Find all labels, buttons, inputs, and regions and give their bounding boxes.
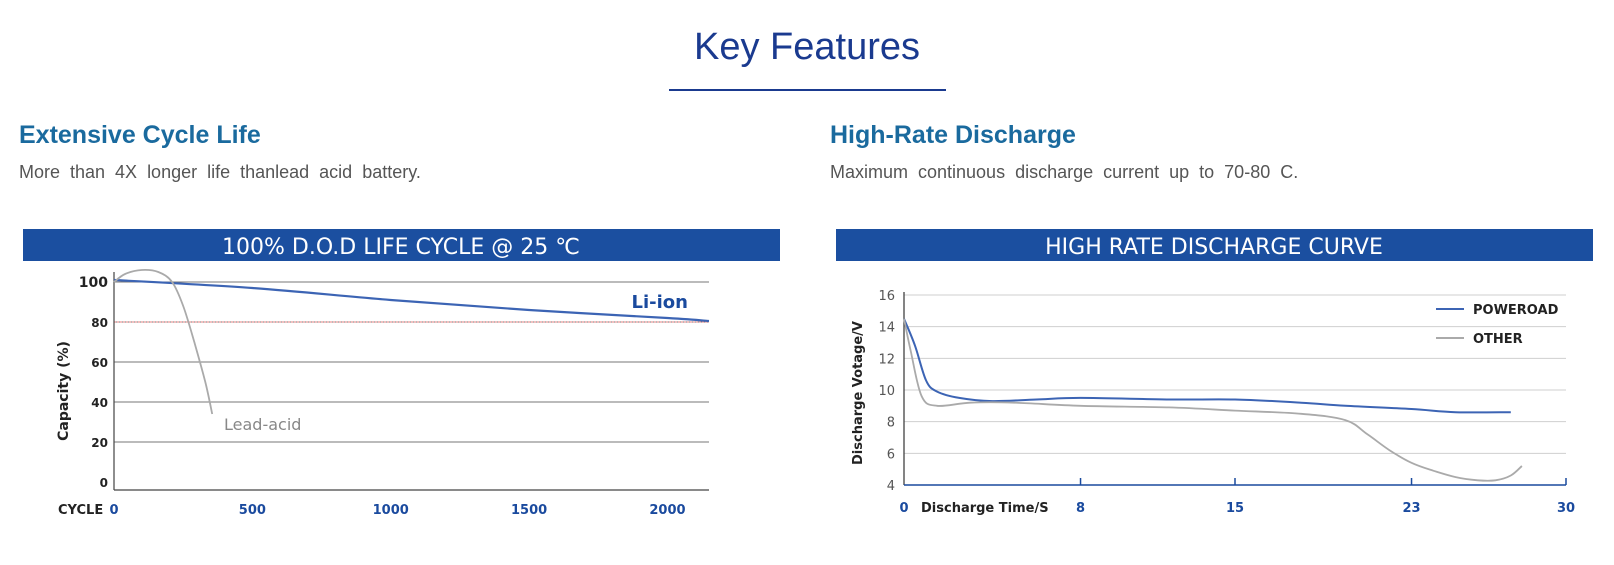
x-tick-label: 0: [109, 503, 118, 518]
x-tick-label: 23: [1402, 501, 1420, 516]
chart-banner: [23, 229, 780, 261]
x-tick-label: 15: [1226, 501, 1244, 516]
y-tick-label: 80: [91, 316, 108, 330]
y-tick-label: 20: [91, 436, 108, 450]
page-title: Key Features: [694, 26, 920, 68]
y-tick-label: 8: [887, 416, 895, 431]
feature-description-high-rate: Maximum continuous discharge current up …: [830, 162, 1299, 182]
y-tick-label: 12: [878, 352, 895, 367]
title-underline: [669, 89, 946, 91]
y-tick-label: 6: [887, 447, 895, 462]
y-tick-label: 60: [91, 356, 108, 370]
series-line-other: [903, 318, 1523, 482]
x-tick-label: 0: [899, 501, 908, 516]
y-axis-label: Discharge Votage/V: [851, 321, 866, 465]
cycle-life-chart: 100% D.O.D LIFE CYCLE @ 25 ℃ 0 20 40 60 80 10…: [23, 229, 780, 518]
chart-title: HIGH RATE DISCHARGE CURVE: [1045, 235, 1383, 260]
x-axis-label: CYCLE: [58, 503, 103, 518]
series-label-li-ion: Li-ion: [632, 292, 688, 313]
x-tick-label: 2000: [649, 503, 685, 518]
chart-title: 100% D.O.D LIFE CYCLE @ 25 ℃: [222, 235, 580, 260]
y-tick-label: 10: [878, 384, 895, 399]
y-tick-label: 40: [91, 396, 108, 410]
series-label-lead-acid: Lead-acid: [224, 415, 301, 434]
x-tick-label: 1000: [373, 503, 409, 518]
x-axis-label: Discharge Time/S: [921, 501, 1049, 516]
y-tick-label: 0: [100, 476, 108, 490]
y-tick-label: 16: [878, 289, 895, 304]
feature-description-cycle-life: More than 4X longer life thanlead acid b…: [19, 162, 421, 182]
x-tick-label: 8: [1076, 501, 1085, 516]
y-axis-label: Capacity (%): [56, 341, 72, 441]
feature-heading-high-rate: High-Rate Discharge: [830, 121, 1076, 149]
feature-heading-cycle-life: Extensive Cycle Life: [19, 121, 261, 149]
series-line-li-ion: [113, 278, 710, 323]
y-tick-label: 100: [79, 275, 108, 291]
x-tick-label: 500: [239, 503, 266, 518]
legend-label-poweroad: POWEROAD: [1473, 303, 1559, 318]
x-tick-label: 1500: [511, 503, 547, 518]
chart-banner: [836, 229, 1593, 261]
series-line-lead-acid: [113, 269, 214, 415]
x-tick-label: 30: [1557, 501, 1575, 516]
legend-label-other: OTHER: [1473, 332, 1523, 347]
discharge-curve-chart: HIGH RATE DISCHARGE CURVE 4 6 8 10 12 14 16 0 8 1…: [836, 229, 1593, 516]
y-tick-label: 14: [878, 321, 895, 336]
y-tick-label: 4: [887, 479, 895, 494]
series-line-poweroad: [903, 318, 1511, 414]
